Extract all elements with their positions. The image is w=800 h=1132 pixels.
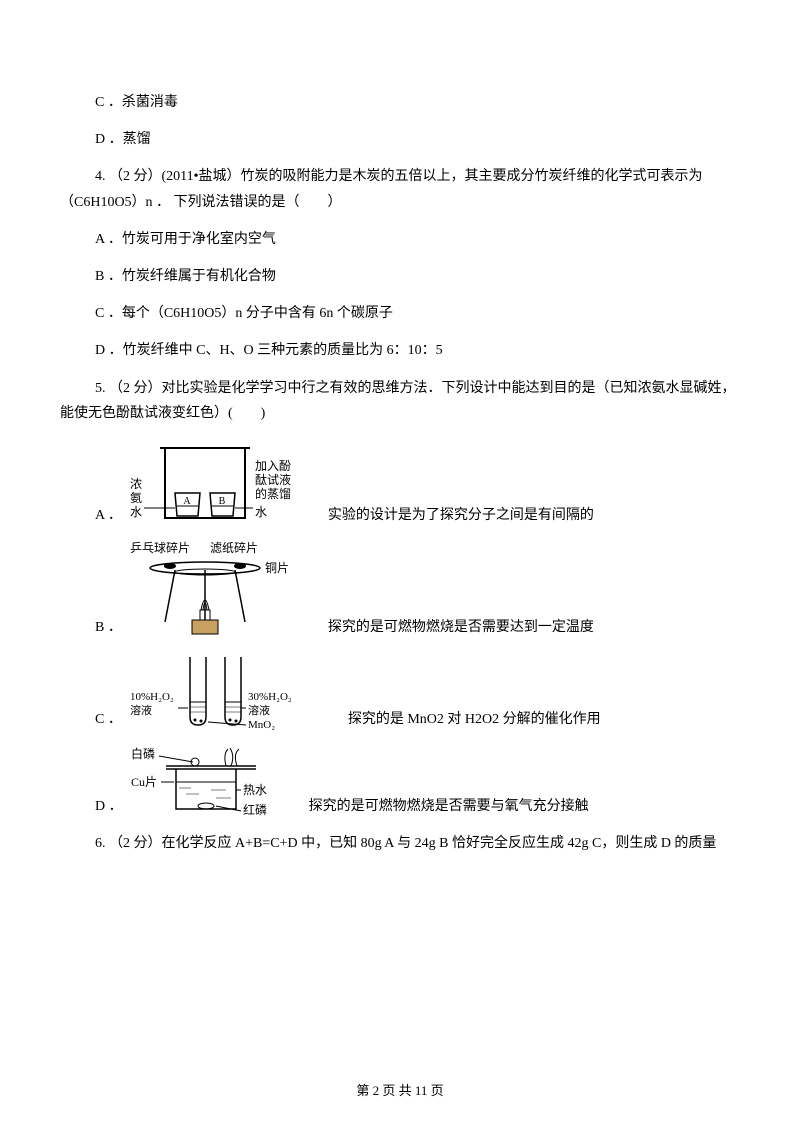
q5-c-text: 探究的是 MnO2 对 H2O2 分解的催化作用 [348,707,601,732]
svg-text:MnO₂: MnO₂ [248,719,275,731]
prev-option-d: D ．蒸馏 [60,127,740,152]
svg-text:10%H₂O₂: 10%H₂O₂ [130,691,174,703]
svg-text:白磷: 白磷 [131,746,155,761]
svg-text:滤纸碎片: 滤纸碎片 [210,540,258,555]
svg-text:水: 水 [130,505,142,519]
q5-option-d: D ． 白磷 Cu片 热水 红磷 探究的是可燃物燃烧是否需要与氧气充分接触 [60,744,740,819]
q5-a-label: A ． [95,503,122,528]
q5-d-text: 探究的是可燃物燃烧是否需要与氧气充分接触 [309,794,589,819]
q5-option-b: B ． 乒乓球碎片 滤纸碎片 铜片 探究的是可燃物燃烧是否需要达到一定温度 [60,540,740,640]
page-footer: 第 2 页 共 11 页 [0,1079,800,1102]
q5-option-a: A ． A B 浓 氨 水 加入酚 酞试液 的蒸馏 水 实验的设计是为了探究分子… [60,438,740,528]
q5-option-c: C ． 10%H₂O₂ 溶液 30%H₂O₂ 溶液 MnO₂ 探究的是 MnO2… [60,652,740,732]
q4-option-a: A ．竹炭可用于净化室内空气 [60,227,740,252]
svg-text:浓: 浓 [130,477,142,491]
svg-text:水: 水 [255,505,267,519]
svg-text:A: A [183,496,191,507]
q5-b-label: B ． [95,615,122,640]
svg-text:红磷: 红磷 [243,802,267,817]
prev-option-c: C ．杀菌消毒 [60,90,740,115]
svg-text:酞试液: 酞试液 [255,472,291,487]
q4-option-b: B ．竹炭纤维属于有机化合物 [60,264,740,289]
svg-text:热水: 热水 [243,783,267,797]
svg-text:溶液: 溶液 [130,703,152,717]
q5-stem: 5. （2 分）对比实验是化学学习中行之有效的思维方法．下列设计中能达到目的是（… [60,376,740,426]
svg-text:B: B [219,496,226,507]
svg-text:溶液: 溶液 [248,703,270,717]
svg-text:30%H₂O₂: 30%H₂O₂ [248,691,292,703]
q5-b-diagram: 乒乓球碎片 滤纸碎片 铜片 [130,540,310,640]
svg-text:乒乓球碎片: 乒乓球碎片 [130,540,190,555]
q4-stem: 4. （2 分）(2011•盐城）竹炭的吸附能力是木炭的五倍以上，其主要成分竹炭… [60,164,740,214]
svg-text:加入酚: 加入酚 [255,459,291,473]
q5-b-text: 探究的是可燃物燃烧是否需要达到一定温度 [328,615,594,640]
q4-option-d: D ．竹炭纤维中 C、H、O 三种元素的质量比为 6：10：5 [60,338,740,363]
q5-d-diagram: 白磷 Cu片 热水 红磷 [131,744,291,819]
q6-stem: 6. （2 分）在化学反应 A+B=C+D 中，已知 80g A 与 24g B… [60,831,740,856]
q5-c-label: C ． [95,707,122,732]
svg-text:的蒸馏: 的蒸馏 [255,486,291,501]
svg-text:氨: 氨 [130,491,142,505]
q5-a-text: 实验的设计是为了探究分子之间是有间隔的 [328,503,594,528]
q5-a-diagram: A B 浓 氨 水 加入酚 酞试液 的蒸馏 水 [130,438,310,528]
q4-option-c: C ．每个（C6H10O5）n 分子中含有 6n 个碳原子 [60,301,740,326]
q5-d-label: D ． [95,794,123,819]
q5-c-diagram: 10%H₂O₂ 溶液 30%H₂O₂ 溶液 MnO₂ [130,652,330,732]
svg-text:铜片: 铜片 [265,560,289,575]
svg-text:Cu片: Cu片 [131,775,157,789]
